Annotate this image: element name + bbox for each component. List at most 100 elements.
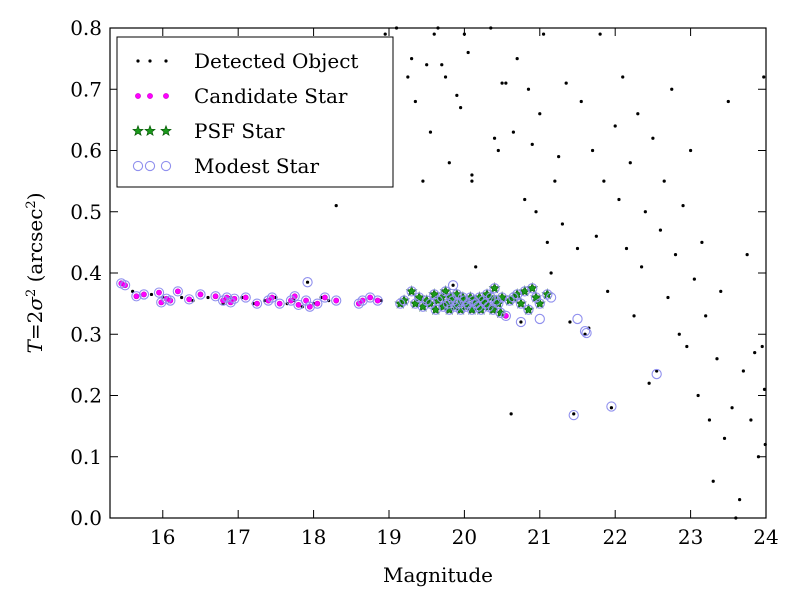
data-point-modest (300, 295, 312, 306)
data-point-candidate (133, 293, 140, 300)
data-point-detected (700, 240, 704, 244)
data-point-psf (428, 288, 441, 300)
data-point-detected (753, 351, 757, 355)
data-point-detected (711, 479, 715, 483)
data-point-psf (144, 124, 156, 137)
data-point-detected (568, 320, 572, 324)
data-point-modest (474, 292, 485, 303)
data-point-modest (442, 298, 453, 309)
y-label-sigma-sup: 2 (24, 289, 39, 297)
legend-label: Candidate Star (194, 84, 348, 108)
data-point-psf (450, 288, 463, 300)
data-point-detected (305, 280, 310, 284)
data-point-modest (172, 286, 184, 297)
y-tick-label: 0.5 (70, 200, 102, 224)
data-point-detected (730, 406, 734, 410)
x-tick-label: 24 (753, 525, 778, 549)
data-point-detected (459, 106, 463, 110)
data-point-detected (602, 179, 606, 183)
data-point-detected (738, 498, 742, 502)
data-point-detected (541, 32, 546, 36)
data-point-detected (519, 320, 523, 324)
data-point-detected (504, 81, 508, 85)
data-point-detected (726, 99, 730, 104)
data-point-modest (132, 160, 144, 172)
data-point-modest (364, 292, 376, 303)
y-label-eq: = (23, 323, 47, 340)
data-point-detected (590, 148, 595, 153)
data-point-detected (334, 204, 338, 208)
data-point-psf (518, 285, 531, 297)
data-point-modest (487, 304, 499, 315)
data-point-candidate (295, 301, 302, 308)
data-point-modest (184, 294, 195, 305)
data-point-modest (331, 295, 342, 306)
data-point-detected (523, 197, 527, 202)
data-point-detected (148, 59, 152, 63)
legend-entry: Candidate Star (135, 84, 348, 108)
data-point-detected (655, 369, 659, 373)
legend-label: Modest Star (194, 154, 319, 178)
data-point-modest (229, 293, 240, 304)
data-point-detected (509, 412, 513, 416)
data-point-detected (688, 148, 693, 153)
data-point-candidate (156, 289, 162, 296)
data-point-modest (432, 295, 444, 306)
data-point-detected (428, 130, 433, 134)
y-axis-label: T=2σ2 (arcsec2) (23, 192, 47, 353)
data-point-modest (372, 295, 383, 306)
data-point-modest (527, 283, 538, 294)
data-point-detected (534, 210, 538, 214)
data-point-modest (651, 368, 662, 380)
data-point-psf (439, 285, 452, 297)
data-point-detected (666, 295, 670, 300)
data-point-psf (496, 291, 508, 303)
data-point-modest (144, 160, 156, 172)
legend-label: PSF Star (194, 119, 285, 143)
legend-label: Detected Object (194, 49, 358, 73)
data-point-detected (180, 295, 184, 300)
data-point-detected (492, 136, 497, 140)
data-point-psf (530, 291, 542, 303)
legend-entry: PSF Star (132, 119, 285, 143)
data-point-modest (490, 295, 502, 306)
data-point-modest (119, 280, 131, 291)
data-point-modest (447, 295, 459, 306)
legend-entry: Modest Star (132, 154, 319, 178)
x-tick-label: 22 (602, 525, 627, 549)
data-point-modest (460, 301, 472, 312)
data-point-modest (519, 286, 530, 297)
data-point-detected (549, 271, 553, 275)
data-point-modest (485, 292, 496, 303)
data-point-candidate (174, 288, 181, 295)
y-tick-label: 0.3 (70, 322, 102, 346)
data-point-candidate (306, 303, 313, 310)
data-point-modest (293, 299, 304, 310)
x-tick-label: 16 (150, 525, 175, 549)
data-point-modest (410, 298, 421, 309)
data-point-detected (383, 32, 387, 36)
data-point-modest (217, 295, 229, 306)
data-point-modest (251, 298, 263, 309)
data-point-modest (534, 313, 545, 325)
data-point-modest (572, 313, 583, 325)
data-point-modest (406, 286, 417, 297)
data-point-detected (572, 412, 576, 416)
data-point-detected (451, 283, 455, 287)
data-point-detected (425, 63, 429, 67)
data-point-candidate (321, 294, 328, 301)
data-point-detected (673, 253, 678, 257)
data-point-modest (455, 304, 466, 315)
data-point-detected (470, 179, 474, 183)
data-point-detected (598, 32, 602, 36)
x-tick-label: 17 (225, 525, 250, 549)
data-point-psf (515, 297, 527, 309)
x-tick-label: 20 (452, 525, 477, 549)
data-point-candidate (212, 293, 219, 300)
data-point-candidate (197, 291, 204, 298)
data-point-detected (643, 210, 647, 214)
data-point-modest (138, 289, 150, 300)
data-point-candidate (163, 93, 169, 99)
